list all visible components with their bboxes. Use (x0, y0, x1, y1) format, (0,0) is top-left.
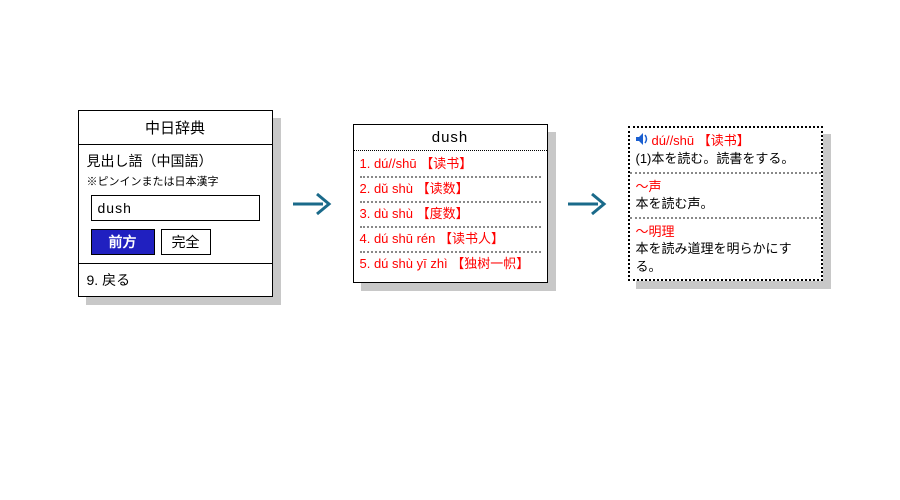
definition-block: ～明理 本を読み道理を明らかにする。 (630, 219, 821, 280)
results-list: 1. dú//shū 【读书】 2. dǔ shù 【读数】 3. dù shù… (354, 151, 547, 281)
input-note: ※ピンインまたは日本漢字 (87, 173, 264, 189)
arrow-icon (291, 189, 335, 219)
match-buttons: 前方 完全 (87, 229, 264, 255)
search-panel-wrap: 中日辞典 見出し語（中国語） ※ピンインまたは日本漢字 dush 前方 完全 9… (78, 110, 273, 297)
search-body: 見出し語（中国語） ※ピンインまたは日本漢字 dush 前方 完全 (79, 145, 272, 264)
entry-definition: 本を読み道理を明らかにする。 (636, 241, 792, 274)
entry-definition: 本を読む声。 (636, 196, 714, 211)
results-title: dush (354, 125, 547, 151)
entry-subhead: ～明理 (636, 224, 675, 239)
definition-panel: dú//shū 【读书】 (1)本を読む。読書をする。 ～声 本を読む声。 ～明… (628, 126, 823, 282)
definition-block: dú//shū 【读书】 (1)本を読む。読書をする。 (630, 128, 821, 174)
entry-subhead: ～声 (636, 179, 662, 194)
results-panel-wrap: dush 1. dú//shū 【读书】 2. dǔ shù 【读数】 3. d… (353, 124, 548, 282)
flow-container: 中日辞典 見出し語（中国語） ※ピンインまたは日本漢字 dush 前方 完全 9… (0, 0, 900, 297)
list-item[interactable]: 5. dú shù yī zhì 【独树一帜】 (360, 253, 541, 276)
definition-panel-wrap: dú//shū 【读书】 (1)本を読む。読書をする。 ～声 本を読む声。 ～明… (628, 126, 823, 282)
back-button[interactable]: 9. 戻る (79, 264, 272, 296)
dictionary-title: 中日辞典 (79, 111, 272, 145)
results-panel: dush 1. dú//shū 【读书】 2. dǔ shù 【读数】 3. d… (353, 124, 548, 282)
list-item[interactable]: 3. dù shù 【度数】 (360, 203, 541, 228)
list-item[interactable]: 1. dú//shū 【读书】 (360, 153, 541, 178)
list-item[interactable]: 2. dǔ shù 【读数】 (360, 178, 541, 203)
entry-headword: dú//shū 【读书】 (652, 133, 750, 148)
list-item[interactable]: 4. dú shū rén 【读书人】 (360, 228, 541, 253)
search-input[interactable]: dush (91, 195, 260, 221)
arrow-icon (566, 189, 610, 219)
definition-block: ～声 本を読む声。 (630, 174, 821, 219)
speaker-icon[interactable] (636, 132, 650, 150)
entry-definition: (1)本を読む。読書をする。 (636, 151, 795, 166)
exact-match-button[interactable]: 完全 (161, 229, 211, 255)
headword-label: 見出し語（中国語） (87, 151, 264, 171)
prefix-match-button[interactable]: 前方 (91, 229, 155, 255)
search-panel: 中日辞典 見出し語（中国語） ※ピンインまたは日本漢字 dush 前方 完全 9… (78, 110, 273, 297)
